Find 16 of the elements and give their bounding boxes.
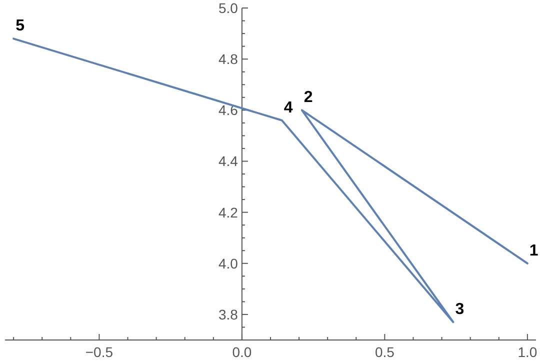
y-tick-label: 4.0 <box>218 255 238 272</box>
annotation: 1 <box>529 242 538 260</box>
y-tick-label: 4.4 <box>218 153 238 170</box>
annotation: 3 <box>455 301 464 318</box>
annotation: 4 <box>284 99 293 116</box>
y-tick-label: 3.8 <box>218 306 238 322</box>
x-tick-label: 0.5 <box>374 344 395 360</box>
annotation: 5 <box>16 18 25 35</box>
y-tick-label: 5.0 <box>218 0 238 16</box>
y-tick-label: 4.8 <box>218 51 238 68</box>
x-tick-label: −0.5 <box>85 344 114 360</box>
x-tick-label: 0.0 <box>232 344 252 360</box>
y-tick-label: 4.2 <box>218 204 238 220</box>
line-series <box>12 38 528 324</box>
annotation: 2 <box>304 89 313 106</box>
x-tick-label: 1.0 <box>518 344 538 360</box>
